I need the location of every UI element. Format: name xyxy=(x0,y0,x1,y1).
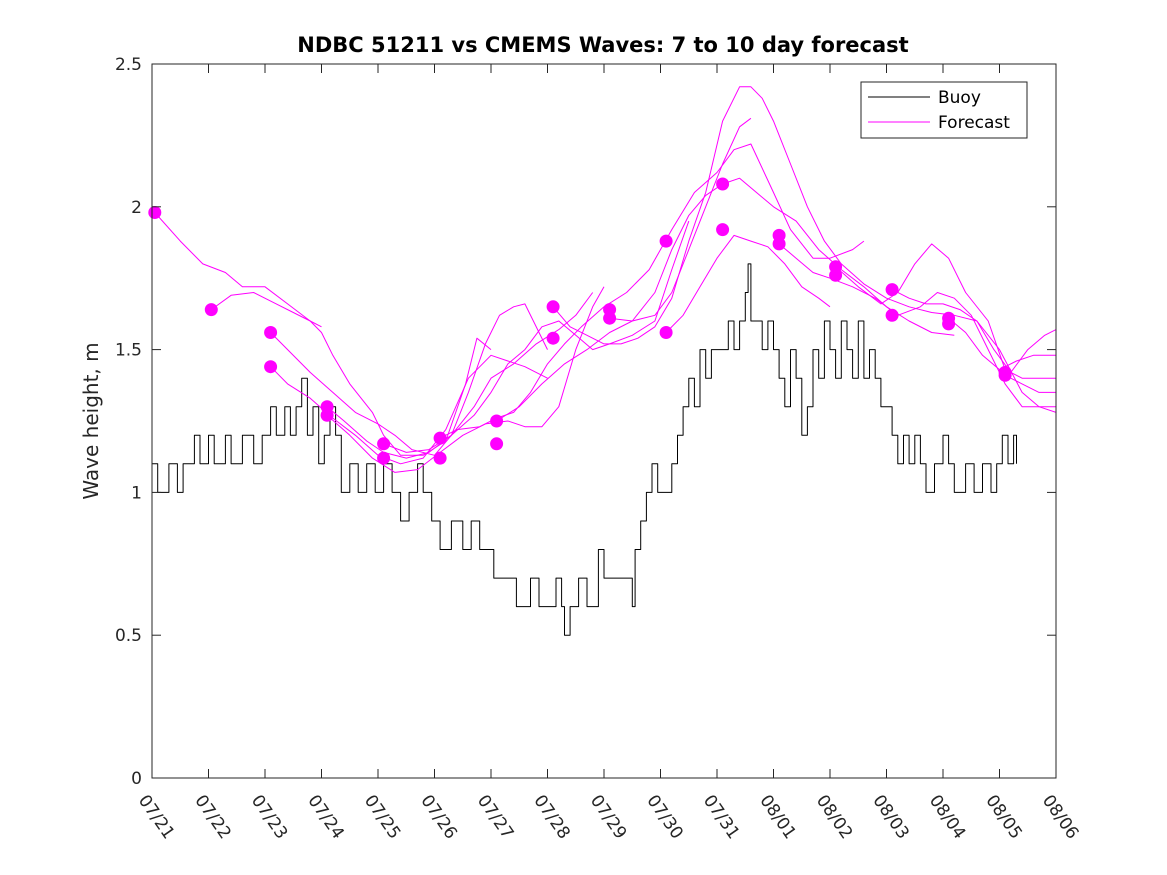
forecast-series-line-3 xyxy=(270,303,548,456)
forecast-series-line-4 xyxy=(270,354,548,465)
forecast-marker-25 xyxy=(885,308,899,322)
forecast-marker-1 xyxy=(204,303,218,317)
forecast-series-line-10 xyxy=(552,86,1057,413)
forecast-series-line-2 xyxy=(211,292,322,328)
y-tick-label-5: 2.5 xyxy=(115,55,142,75)
forecast-marker-3 xyxy=(264,360,278,374)
legend-buoy-label: Buoy xyxy=(938,88,981,108)
forecast-marker-18 xyxy=(716,177,730,191)
legend-forecast-label: Forecast xyxy=(938,113,1010,133)
forecast-marker-24 xyxy=(885,283,899,297)
forecast-marker-29 xyxy=(998,368,1012,382)
forecast-series-line-5 xyxy=(326,292,594,459)
legend: Buoy Forecast xyxy=(860,81,1028,139)
chart-title: NDBC 51211 vs CMEMS Waves: 7 to 10 day f… xyxy=(297,33,908,57)
y-tick-label-1: 0.5 xyxy=(115,626,142,646)
forecast-marker-2 xyxy=(264,326,278,339)
forecast-marker-8 xyxy=(433,431,447,445)
forecast-series-line-11 xyxy=(609,117,752,322)
forecast-series-line-17 xyxy=(1004,374,1056,393)
forecast-marker-11 xyxy=(490,437,504,451)
forecast-marker-0 xyxy=(148,206,162,219)
forecast-marker-9 xyxy=(433,451,447,465)
forecast-marker-17 xyxy=(659,326,673,339)
forecast-marker-5 xyxy=(320,408,334,422)
forecast-marker-6 xyxy=(377,437,391,451)
forecast-marker-16 xyxy=(659,234,673,248)
forecast-marker-21 xyxy=(772,237,786,251)
forecast-marker-10 xyxy=(490,414,504,428)
forecast-marker-27 xyxy=(942,317,956,331)
forecast-marker-7 xyxy=(377,451,391,465)
legend-box xyxy=(860,81,1028,139)
forecast-series-line-12 xyxy=(665,234,831,333)
y-tick-label-4: 2 xyxy=(131,198,142,218)
buoy-series-line xyxy=(152,263,1017,636)
y-tick-label-2: 1 xyxy=(131,483,142,503)
forecast-marker-15 xyxy=(603,311,617,325)
y-tick-label-0: 0 xyxy=(131,769,142,789)
y-tick-label-3: 1.5 xyxy=(115,341,142,361)
y-axis-label: Wave height, m xyxy=(79,342,103,499)
forecast-marker-19 xyxy=(716,223,730,237)
forecast-series-line-13 xyxy=(778,243,1056,408)
forecast-marker-12 xyxy=(546,300,560,314)
forecast-series-line-15 xyxy=(891,289,1057,373)
plot-area xyxy=(148,86,1057,636)
forecast-series-line-14 xyxy=(835,243,1056,379)
forecast-marker-13 xyxy=(546,331,560,345)
forecast-marker-23 xyxy=(829,268,843,282)
